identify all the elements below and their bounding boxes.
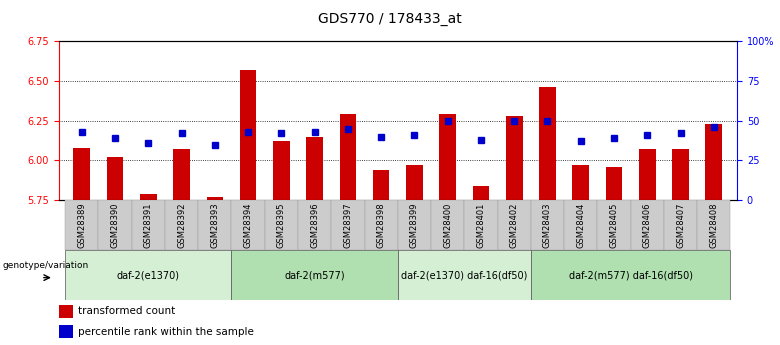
Bar	[198, 200, 232, 250]
Bar	[573, 165, 589, 200]
Bar	[697, 200, 730, 250]
Text: GSM28404: GSM28404	[576, 203, 585, 248]
Bar	[132, 200, 165, 250]
Text: GSM28389: GSM28389	[77, 202, 87, 248]
Bar	[66, 250, 232, 300]
Text: GSM28401: GSM28401	[477, 203, 485, 248]
Bar	[473, 186, 489, 200]
Bar	[107, 157, 123, 200]
Bar	[373, 170, 389, 200]
Bar	[672, 149, 689, 200]
Text: GDS770 / 178433_at: GDS770 / 178433_at	[318, 12, 462, 26]
Bar	[298, 200, 331, 250]
Bar	[464, 200, 498, 250]
Bar	[597, 200, 631, 250]
Bar	[58, 325, 73, 338]
Text: daf-2(m577): daf-2(m577)	[285, 270, 345, 280]
Bar	[631, 200, 664, 250]
Bar	[705, 124, 722, 200]
Bar	[606, 167, 622, 200]
Text: GSM28405: GSM28405	[609, 203, 619, 248]
Bar	[332, 200, 364, 250]
Text: genotype/variation: genotype/variation	[3, 260, 89, 270]
Bar	[406, 165, 423, 200]
Bar	[66, 200, 98, 250]
Bar	[564, 200, 597, 250]
Text: GSM28392: GSM28392	[177, 203, 186, 248]
Bar	[531, 200, 564, 250]
Text: daf-2(e1370): daf-2(e1370)	[117, 270, 180, 280]
Bar	[506, 116, 523, 200]
Text: GSM28402: GSM28402	[509, 203, 519, 248]
Text: GSM28406: GSM28406	[643, 203, 652, 248]
Bar	[173, 149, 190, 200]
Bar	[58, 305, 73, 318]
Text: GSM28408: GSM28408	[709, 203, 718, 248]
Bar	[207, 197, 223, 200]
Bar	[439, 115, 456, 200]
Bar	[431, 200, 464, 250]
Text: GSM28394: GSM28394	[243, 203, 253, 248]
Text: daf-2(m577) daf-16(df50): daf-2(m577) daf-16(df50)	[569, 270, 693, 280]
Text: transformed count: transformed count	[78, 306, 176, 316]
Bar	[232, 250, 398, 300]
Text: GSM28393: GSM28393	[211, 202, 219, 248]
Text: GSM28400: GSM28400	[443, 203, 452, 248]
Bar	[307, 137, 323, 200]
Bar	[539, 87, 556, 200]
Text: GSM28398: GSM28398	[377, 202, 385, 248]
Bar	[98, 200, 132, 250]
Bar	[364, 200, 398, 250]
Text: GSM28407: GSM28407	[676, 203, 685, 248]
Text: GSM28395: GSM28395	[277, 203, 286, 248]
Bar	[165, 200, 198, 250]
Text: GSM28391: GSM28391	[144, 203, 153, 248]
Bar	[273, 141, 289, 200]
Text: GSM28399: GSM28399	[410, 203, 419, 248]
Bar	[232, 200, 264, 250]
Text: daf-2(e1370) daf-16(df50): daf-2(e1370) daf-16(df50)	[401, 270, 527, 280]
Bar	[531, 250, 730, 300]
Bar	[664, 200, 697, 250]
Text: GSM28396: GSM28396	[310, 202, 319, 248]
Text: GSM28397: GSM28397	[343, 202, 353, 248]
Text: GSM28403: GSM28403	[543, 203, 552, 248]
Bar	[398, 200, 431, 250]
Text: GSM28390: GSM28390	[111, 203, 119, 248]
Bar	[239, 70, 257, 200]
Text: percentile rank within the sample: percentile rank within the sample	[78, 327, 254, 336]
Bar	[398, 250, 531, 300]
Bar	[339, 115, 356, 200]
Bar	[264, 200, 298, 250]
Bar	[498, 200, 531, 250]
Bar	[73, 148, 90, 200]
Bar	[140, 194, 157, 200]
Bar	[639, 149, 656, 200]
